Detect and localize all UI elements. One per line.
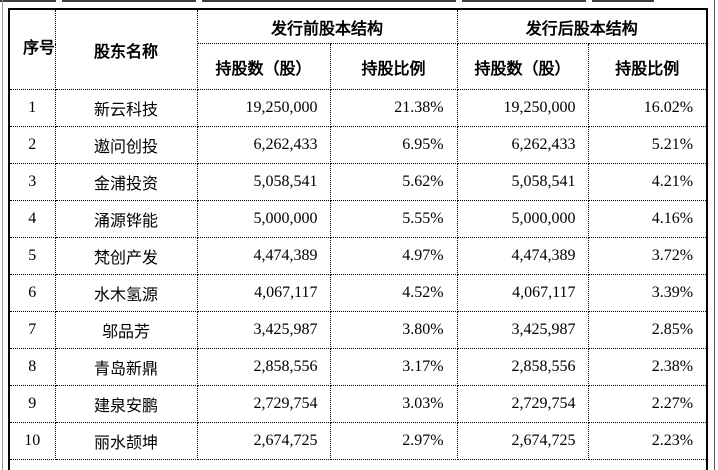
- cell-post-shares: 4,067,117: [456, 274, 589, 312]
- shareholder-table: 序号 股东名称 发行前股本结构 发行后股本结构 持股数（股） 持股比例 持股数（…: [10, 10, 707, 460]
- header-row-groups: 序号 股东名称 发行前股本结构 发行后股本结构: [10, 10, 707, 90]
- cell-seq: 1: [10, 89, 56, 127]
- cell-pre-shares: 5,000,000: [196, 200, 331, 238]
- cell-seq: 7: [10, 311, 56, 349]
- cell-post-shares: 2,858,556: [456, 348, 589, 386]
- cell-pre-shares: 19,250,000: [196, 89, 331, 127]
- cell-seq: 9: [10, 385, 56, 423]
- table-row: 6 水木氢源 4,067,117 4.52% 4,067,117 3.39%: [10, 274, 707, 312]
- cell-shareholder-name: 梵创产发: [54, 237, 198, 275]
- page-edge-artifact: [62, 0, 196, 2]
- cell-post-ratio: 3.39%: [587, 274, 707, 312]
- shareholder-structure-table: 序号 股东名称 发行前股本结构 发行后股本结构 持股数（股） 持股比例 持股数（…: [8, 8, 708, 470]
- cell-seq: 8: [10, 348, 56, 386]
- cell-pre-ratio: 3.80%: [329, 311, 458, 349]
- cell-pre-shares: 2,729,754: [196, 385, 331, 423]
- cell-seq: 5: [10, 237, 56, 275]
- cell-post-shares: 2,729,754: [456, 385, 589, 423]
- cell-pre-shares: 4,067,117: [196, 274, 331, 312]
- page-edge-artifact: [592, 0, 654, 2]
- cell-seq: 6: [10, 274, 56, 312]
- cell-shareholder-name: 建泉安鹏: [54, 385, 198, 423]
- cell-post-shares: 5,058,541: [456, 163, 589, 201]
- header-shareholder-name: 股东名称: [54, 10, 198, 90]
- page-edge-artifact: [462, 0, 586, 2]
- table-row: 10 丽水颉坤 2,674,725 2.97% 2,674,725 2.23%: [10, 422, 707, 460]
- cell-seq: 2: [10, 126, 56, 164]
- cell-seq: 3: [10, 163, 56, 201]
- cell-shareholder-name: 遨问创投: [54, 126, 198, 164]
- table-row: 2 遨问创投 6,262,433 6.95% 6,262,433 5.21%: [10, 126, 707, 164]
- page-edge-artifact: [2, 0, 3, 470]
- cell-post-ratio: 4.21%: [587, 163, 707, 201]
- cell-shareholder-name: 丽水颉坤: [54, 422, 198, 460]
- cell-post-shares: 3,425,987: [456, 311, 589, 349]
- cell-post-ratio: 2.38%: [587, 348, 707, 386]
- table-row: 1 新云科技 19,250,000 21.38% 19,250,000 16.0…: [10, 89, 707, 127]
- cell-post-ratio: 16.02%: [587, 89, 707, 127]
- cell-pre-ratio: 3.03%: [329, 385, 458, 423]
- cell-shareholder-name: 金浦投资: [54, 163, 198, 201]
- cell-shareholder-name: 青岛新鼎: [54, 348, 198, 386]
- cell-pre-shares: 2,858,556: [196, 348, 331, 386]
- table-row: 7 邬品芳 3,425,987 3.80% 3,425,987 2.85%: [10, 311, 707, 349]
- cell-pre-shares: 3,425,987: [196, 311, 331, 349]
- header-post-ratio: 持股比例: [587, 43, 707, 90]
- cell-post-shares: 2,674,725: [456, 422, 589, 460]
- cell-pre-shares: 6,262,433: [196, 126, 331, 164]
- header-post-shares: 持股数（股）: [456, 43, 589, 90]
- cell-post-shares: 19,250,000: [456, 89, 589, 127]
- table-row: 5 梵创产发 4,474,389 4.97% 4,474,389 3.72%: [10, 237, 707, 275]
- header-group-pre-issue: 发行前股本结构: [196, 10, 458, 44]
- cell-pre-ratio: 5.62%: [329, 163, 458, 201]
- cell-seq: 10: [10, 422, 56, 460]
- table-row: 9 建泉安鹏 2,729,754 3.03% 2,729,754 2.27%: [10, 385, 707, 423]
- cell-seq: 4: [10, 200, 56, 238]
- cell-shareholder-name: 邬品芳: [54, 311, 198, 349]
- cell-post-shares: 5,000,000: [456, 200, 589, 238]
- cell-pre-ratio: 6.95%: [329, 126, 458, 164]
- cell-pre-shares: 2,674,725: [196, 422, 331, 460]
- cell-shareholder-name: 涌源铧能: [54, 200, 198, 238]
- cell-post-ratio: 2.85%: [587, 311, 707, 349]
- cell-post-ratio: 2.23%: [587, 422, 707, 460]
- cell-pre-shares: 5,058,541: [196, 163, 331, 201]
- header-pre-ratio: 持股比例: [329, 43, 458, 90]
- cell-pre-ratio: 2.97%: [329, 422, 458, 460]
- header-pre-shares: 持股数（股）: [197, 43, 331, 90]
- table-row: 3 金浦投资 5,058,541 5.62% 5,058,541 4.21%: [10, 163, 707, 201]
- cell-shareholder-name: 新云科技: [54, 89, 198, 127]
- page-edge-artifact: [714, 0, 715, 470]
- page-edge-artifact: [0, 0, 56, 2]
- cell-pre-ratio: 4.52%: [329, 274, 458, 312]
- cell-post-ratio: 2.27%: [587, 385, 707, 423]
- header-group-post-issue: 发行后股本结构: [456, 10, 707, 44]
- table-row: 4 涌源铧能 5,000,000 5.55% 5,000,000 4.16%: [10, 200, 707, 238]
- cell-pre-ratio: 3.17%: [329, 348, 458, 386]
- cell-pre-ratio: 21.38%: [329, 89, 458, 127]
- cell-post-shares: 6,262,433: [456, 126, 589, 164]
- page-edge-artifact: [202, 0, 456, 2]
- cell-pre-ratio: 5.55%: [329, 200, 458, 238]
- cell-pre-shares: 4,474,389: [196, 237, 331, 275]
- cell-post-ratio: 5.21%: [587, 126, 707, 164]
- cell-shareholder-name: 水木氢源: [54, 274, 198, 312]
- cell-post-ratio: 4.16%: [587, 200, 707, 238]
- header-seq: 序号: [10, 10, 56, 90]
- cell-post-ratio: 3.72%: [587, 237, 707, 275]
- cell-post-shares: 4,474,389: [456, 237, 589, 275]
- cell-pre-ratio: 4.97%: [329, 237, 458, 275]
- table-row: 8 青岛新鼎 2,858,556 3.17% 2,858,556 2.38%: [10, 348, 707, 386]
